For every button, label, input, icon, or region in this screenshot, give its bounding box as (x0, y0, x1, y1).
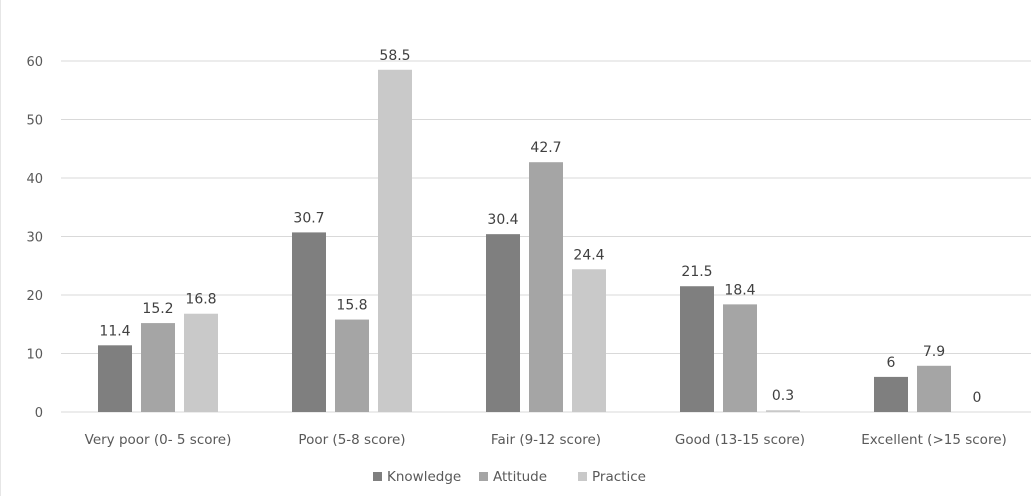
data-label: 7.9 (923, 344, 945, 360)
bar-attitude-0 (141, 323, 175, 412)
category-label: Fair (9-12 score) (491, 432, 601, 448)
data-label: 6 (887, 355, 896, 371)
data-label: 18.4 (724, 282, 755, 298)
legend-label: Attitude (493, 469, 547, 485)
data-label: 0.3 (772, 388, 794, 404)
bars (98, 69, 951, 413)
data-labels: 11.4 15.2 16.8 30.7 15.8 58.5 30.4 42.7 24.4 21.5… (99, 48, 981, 406)
bar-attitude-1 (335, 319, 369, 412)
data-label: 15.2 (142, 301, 173, 317)
x-axis: Very poor (0- 5 score) Poor (5-8 score) Fa… (85, 432, 1007, 448)
legend-swatch (578, 472, 587, 481)
y-tick-label: 50 (26, 114, 43, 129)
bar-practice-0 (184, 313, 218, 412)
bar-attitude-3 (723, 304, 757, 412)
data-label: 42.7 (530, 140, 561, 156)
data-label: 0 (973, 390, 982, 406)
data-label: 16.8 (185, 292, 216, 308)
y-tick-label: 30 (26, 231, 43, 246)
bar-attitude-2 (529, 162, 563, 412)
bar-practice-3 (766, 410, 800, 412)
data-label: 15.8 (336, 298, 367, 314)
legend-label: Knowledge (387, 469, 461, 485)
data-label: 30.4 (487, 212, 518, 228)
y-tick-label: 0 (35, 406, 43, 421)
category-label: Poor (5-8 score) (298, 432, 405, 448)
legend-swatch (479, 472, 488, 481)
bar-practice-1 (378, 69, 412, 413)
y-tick-label: 60 (26, 55, 43, 70)
data-label: 11.4 (99, 323, 130, 339)
y-axis: 0 10 20 30 40 50 60 (26, 55, 43, 421)
y-tick-label: 40 (26, 172, 43, 187)
bar-knowledge-1 (292, 232, 326, 412)
bar-practice-2 (572, 269, 606, 412)
data-label: 58.5 (379, 48, 410, 64)
bar-attitude-4 (917, 365, 951, 412)
data-label: 30.7 (293, 210, 324, 226)
bar-knowledge-3 (680, 286, 714, 412)
bar-knowledge-0 (98, 345, 132, 412)
legend-label: Practice (592, 469, 646, 485)
y-tick-label: 10 (26, 348, 43, 363)
y-tick-label: 20 (26, 289, 43, 304)
legend-swatch (373, 472, 382, 481)
bar-knowledge-4 (874, 376, 908, 412)
category-label: Good (13-15 score) (675, 432, 805, 448)
data-label: 21.5 (681, 264, 712, 280)
data-label: 24.4 (573, 247, 604, 263)
category-label: Excellent (>15 score) (861, 432, 1007, 448)
legend: Knowledge Attitude Practice (373, 469, 646, 485)
category-label: Very poor (0- 5 score) (85, 432, 232, 448)
bar-knowledge-2 (486, 234, 520, 412)
